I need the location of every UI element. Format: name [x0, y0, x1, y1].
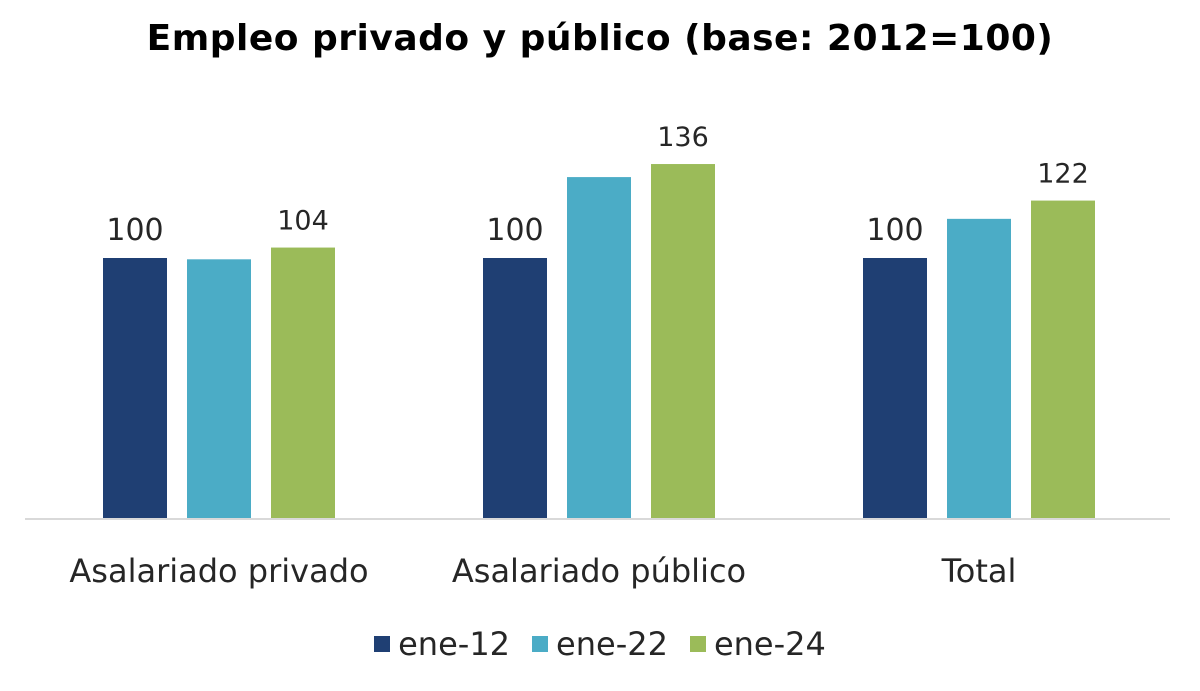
legend-swatch	[374, 636, 391, 652]
bar-ene-22-2	[947, 218, 1011, 519]
legend-label: ene-24	[713, 625, 826, 663]
data-label-ene-12-0: 100	[106, 213, 163, 248]
legend-label: ene-12	[398, 625, 511, 663]
category-label-1: Asalariado público	[452, 552, 746, 590]
bars-layer	[103, 164, 1095, 520]
bar-ene-12-2	[863, 258, 927, 519]
bar-ene-24-2	[1031, 200, 1095, 519]
legend-item-ene-12: ene-12	[374, 625, 510, 663]
data-label-ene-24-0: 104	[277, 206, 329, 237]
data-label-ene-24-1: 136	[657, 122, 709, 153]
data-label-ene-24-2: 122	[1037, 159, 1089, 190]
legend-swatch	[532, 636, 549, 652]
legend: ene-12 ene-22 ene-24	[0, 625, 1200, 663]
labels-layer: 100 104 100 136 100 122	[106, 122, 1088, 248]
legend-label: ene-22	[556, 625, 668, 663]
bar-ene-12-1	[483, 258, 547, 519]
categories-layer: Asalariado privado Asalariado público Tota…	[69, 552, 1016, 590]
bar-ene-22-1	[567, 177, 631, 519]
category-label-2: Total	[941, 552, 1017, 590]
data-label-ene-12-1: 100	[486, 213, 543, 248]
bar-ene-24-1	[651, 164, 715, 520]
bar-ene-12-0	[103, 258, 167, 519]
legend-swatch	[689, 636, 706, 652]
data-label-ene-12-2: 100	[866, 213, 923, 248]
bar-ene-24-0	[271, 247, 335, 519]
category-label-0: Asalariado privado	[69, 552, 368, 590]
legend-item-ene-22: ene-22	[532, 625, 668, 663]
legend-item-ene-24: ene-24	[689, 625, 826, 663]
chart-title: Empleo privado y público (base: 2012=100…	[146, 18, 1054, 59]
bar-ene-22-0	[187, 259, 251, 519]
